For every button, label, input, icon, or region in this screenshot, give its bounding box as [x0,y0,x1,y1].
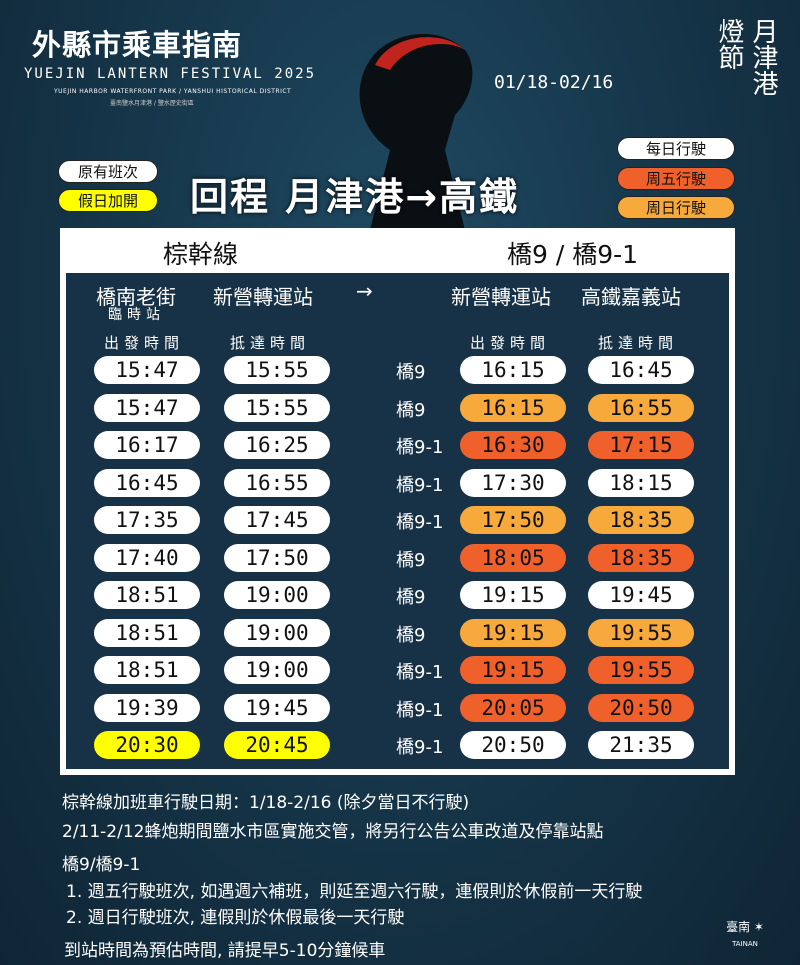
departure-time-2: 17:50 [460,506,566,534]
station-xinying: 新營轉運站 [213,285,313,309]
venue-en: YUEJIN HARBOR WATERFRONT PARK / YANSHUI … [54,88,292,95]
arrival-time: 20:45 [224,731,330,759]
departure-time: 16:45 [94,468,200,497]
departure-time: 18:51 [94,618,200,647]
arrival-time-2: 16:55 [588,393,694,422]
temp-stop-label: 臨時站 [108,307,165,323]
legend-friday: 周五行駛 [617,167,735,190]
tainan-logo: 臺南 ✶ TAINAN [726,920,764,948]
col-label: 抵達時間 [598,334,679,352]
arrival-time: 16:55 [224,468,330,497]
arrival-time: 19:00 [224,656,330,684]
note: 2. 週日行駛班次, 連假則於休假最後一天行駛 [66,908,405,928]
departure-time-2: 19:15 [460,656,566,684]
route-label: 橋9-1 [396,474,444,496]
legend-daily: 每日行駛 [617,137,735,160]
timetable: 棕幹線 橋9 / 橋9-1 橋南老街 新營轉運站 → 新營轉運站 高鐵嘉義站 臨… [60,228,735,775]
departure-time-2: 18:05 [460,543,566,572]
departure-time: 17:35 [94,506,200,534]
arrival-time: 15:55 [224,393,330,422]
departure-time-2: 16:15 [460,356,566,384]
departure-time: 18:51 [94,656,200,684]
route-label: 橋9 [396,587,426,608]
route-label: 橋9 [396,624,426,646]
arrival-time-2: 21:35 [588,731,694,759]
arrival-time-2: 19:55 [588,618,694,647]
departure-time-2: 16:15 [460,393,566,422]
right-line-title: 橋9 / 橋9-1 [507,240,639,269]
route-label: 橋9-1 [396,437,444,458]
route-label: 橋9-1 [396,512,444,533]
festival-name: YUEJIN LANTERN FESTIVAL 2025 [24,66,317,82]
legend-holiday: 假日加開 [58,189,158,212]
legend-regular: 原有班次 [58,160,158,183]
arrival-time: 17:50 [224,543,330,572]
arrival-time-2: 18:35 [588,543,694,572]
station-qiaonan: 橋南老街 [96,285,176,309]
note: 到站時間為預估時間, 請提早5-10分鐘候車 [64,941,386,961]
departure-time: 20:30 [94,731,200,759]
page-title: 外縣市乘車指南 [32,28,243,62]
route-label: 橋9 [396,549,426,571]
arrival-time: 19:00 [224,581,330,609]
arrival-time: 19:45 [224,693,330,722]
route-label: 橋9-1 [396,737,444,758]
note: 棕幹線加班車行駛日期：1/18-2/16 (除夕當日不行駛) [62,793,470,813]
col-label: 出發時間 [104,334,185,352]
departure-time: 18:51 [94,581,200,609]
route-label: 橋9 [396,399,426,421]
departure-time: 17:40 [94,543,200,572]
silhouette-illustration [359,34,473,230]
note: 橋9/橋9-1 [62,855,141,875]
arrival-time-2: 16:45 [588,356,694,384]
arrival-time-2: 19:55 [588,656,694,684]
arrival-time-2: 18:15 [588,468,694,497]
note: 2/11-2/12蜂炮期間鹽水市區實施交管，將另行公告公車改道及停靠站點 [62,822,604,842]
arrival-time: 19:00 [224,618,330,647]
timetable-body: 橋南老街 新營轉運站 → 新營轉運站 高鐵嘉義站 臨時站 出發時間 抵達時間 出… [66,273,729,769]
departure-time: 15:47 [94,393,200,422]
route-label: 橋9-1 [396,662,444,683]
route-label: 橋9-1 [396,699,444,721]
station-hsr-chiayi: 高鐵嘉義站 [581,285,681,309]
arrival-time-2: 19:45 [588,581,694,609]
festival-logo: 月津港 燈節 [714,18,778,96]
route-heading: 回程 月津港→高鐵 [190,175,520,219]
departure-time-2: 20:05 [460,693,566,722]
departure-time-2: 20:50 [460,731,566,759]
departure-time-2: 17:30 [460,468,566,497]
note: 1. 週五行駛班次, 如遇週六補班，則延至週六行駛，連假則於休假前一天行駛 [66,882,643,902]
route-label: 橋9 [396,362,426,383]
arrival-time-2: 20:50 [588,693,694,722]
arrival-time: 17:45 [224,506,330,534]
departure-time-2: 19:15 [460,581,566,609]
arrival-time: 15:55 [224,356,330,384]
arrival-time-2: 17:15 [588,431,694,459]
event-dates: 01/18-02/16 [494,72,614,93]
left-line-title: 棕幹線 [163,240,239,269]
departure-time-2: 19:15 [460,618,566,647]
departure-time-2: 16:30 [460,431,566,459]
venue-zh: 臺南鹽水月津港 / 鹽水歷史街區 [110,100,194,107]
col-label: 出發時間 [470,334,551,352]
arrival-time-2: 18:35 [588,506,694,534]
arrival-time: 16:25 [224,431,330,459]
departure-time: 16:17 [94,431,200,459]
col-label: 抵達時間 [230,334,311,352]
legend-sunday: 周日行駛 [617,196,735,219]
arrow: → [356,279,373,303]
departure-time: 15:47 [94,356,200,384]
departure-time: 19:39 [94,693,200,722]
station-xinying-2: 新營轉運站 [451,285,551,309]
